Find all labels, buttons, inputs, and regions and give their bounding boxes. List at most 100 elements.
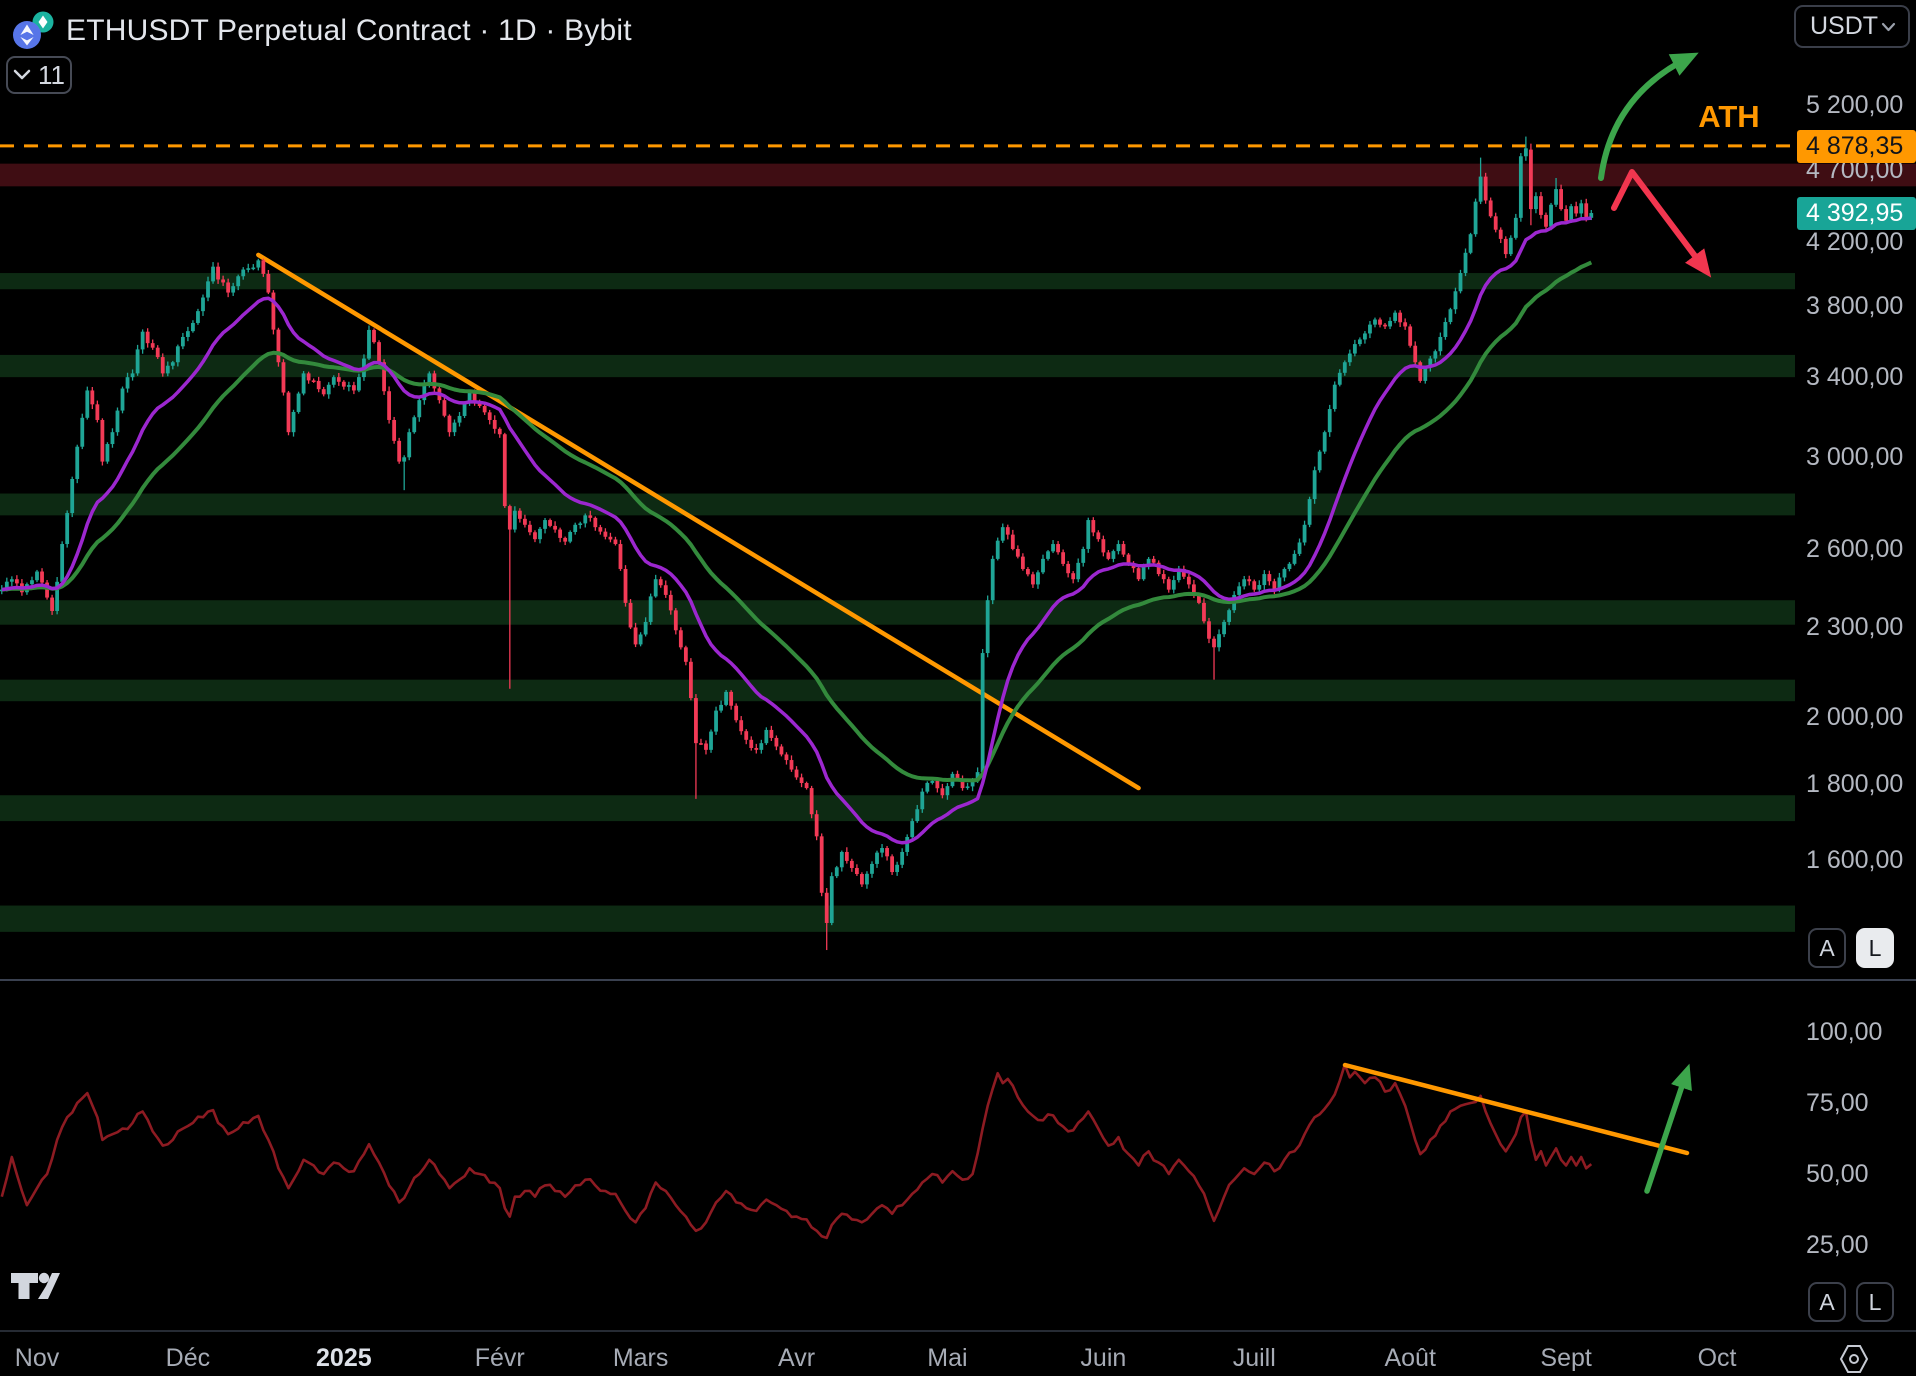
candle-body bbox=[1111, 551, 1116, 559]
candle-body bbox=[1192, 584, 1196, 596]
candle-body bbox=[145, 331, 150, 344]
supply-zone[interactable] bbox=[0, 163, 1916, 187]
candle-body bbox=[387, 391, 391, 420]
main-pane-auto-scale-button[interactable]: A bbox=[1808, 928, 1846, 968]
rsi-bullish-arrow-drawing[interactable] bbox=[1644, 1063, 1692, 1194]
candle-body bbox=[467, 392, 472, 404]
candle-body bbox=[754, 747, 759, 750]
indicator-legend-toggle[interactable]: 11 bbox=[6, 56, 72, 94]
candle-body bbox=[1393, 312, 1397, 321]
rsi-pane-log-scale-button[interactable]: L bbox=[1856, 1282, 1894, 1322]
candle-body bbox=[296, 393, 301, 412]
candle-body bbox=[824, 892, 829, 923]
candle-body bbox=[1000, 527, 1005, 541]
bullish-arrow-drawing[interactable] bbox=[1598, 52, 1699, 181]
candle-body bbox=[865, 873, 869, 885]
candle-body bbox=[206, 281, 210, 298]
candle-body bbox=[517, 510, 522, 519]
candle-body bbox=[890, 856, 894, 873]
candle-body bbox=[1463, 252, 1468, 274]
demand-zone-3900-4000[interactable] bbox=[0, 273, 1795, 290]
candle-body bbox=[1101, 539, 1106, 553]
candle-body bbox=[512, 510, 517, 530]
candle-body bbox=[422, 384, 427, 401]
candle-body bbox=[623, 568, 628, 603]
candle-body bbox=[714, 710, 718, 732]
candle-body bbox=[794, 769, 799, 778]
candle-body bbox=[970, 780, 975, 787]
candle-body bbox=[895, 864, 900, 873]
candle-body bbox=[704, 743, 708, 750]
candle-body bbox=[1292, 553, 1297, 564]
demand-zone-1430-1490[interactable] bbox=[0, 905, 1795, 932]
price-axis-label-5200: 5 200,00 bbox=[1806, 91, 1904, 119]
candle-body bbox=[150, 343, 155, 348]
candle-body bbox=[372, 329, 376, 343]
pane-divider[interactable] bbox=[0, 979, 1916, 981]
candle-body bbox=[1579, 203, 1584, 214]
candle-body bbox=[1357, 339, 1362, 345]
candle-body bbox=[462, 403, 467, 416]
price-axis-label-4200: 4 200,00 bbox=[1806, 227, 1904, 256]
time-axis-settings-gear-icon[interactable] bbox=[1836, 1342, 1872, 1376]
demand-zone-1700-1770[interactable] bbox=[0, 795, 1795, 822]
candle-body bbox=[1458, 273, 1463, 292]
symbol-title[interactable]: ETHUSDT Perpetual Contract · 1D · Bybit bbox=[66, 14, 632, 47]
candle-body bbox=[1559, 189, 1563, 210]
candle-body bbox=[130, 373, 135, 378]
candle-body bbox=[1468, 234, 1473, 253]
candle-body bbox=[432, 373, 437, 389]
candle-body bbox=[180, 336, 185, 347]
currency-dropdown[interactable]: USDT bbox=[1794, 5, 1910, 48]
candle-body bbox=[377, 342, 381, 363]
candle-body bbox=[1146, 558, 1151, 567]
candle-body bbox=[231, 286, 236, 293]
candle-body bbox=[216, 266, 220, 280]
candle-body bbox=[1428, 358, 1433, 368]
candle-body bbox=[397, 440, 402, 462]
candle-body bbox=[910, 821, 915, 837]
demand-zone-2740-2835[interactable] bbox=[0, 493, 1795, 516]
candle-body bbox=[140, 331, 145, 350]
candle-body bbox=[1005, 527, 1010, 535]
demand-zone-2050-2120[interactable] bbox=[0, 679, 1795, 702]
candle-body bbox=[115, 410, 120, 433]
tradingview-logo-icon[interactable] bbox=[8, 1264, 62, 1308]
time-axis-label-Mai: Mai bbox=[927, 1344, 968, 1372]
candle-body bbox=[1433, 351, 1438, 359]
candle-body bbox=[1242, 579, 1247, 587]
candle-body bbox=[382, 362, 386, 392]
candle-body bbox=[1227, 610, 1232, 622]
bearish-arrow-drawing[interactable] bbox=[1611, 169, 1712, 278]
candle-body bbox=[965, 786, 970, 789]
candle-body bbox=[276, 329, 281, 363]
ath-annotation-text[interactable]: ATH bbox=[1698, 99, 1760, 134]
candle-body bbox=[538, 528, 542, 540]
candle-body bbox=[1081, 548, 1086, 563]
candle-body bbox=[261, 260, 266, 274]
demand-zone-2310-2400[interactable] bbox=[0, 600, 1795, 625]
candle-body bbox=[1544, 214, 1548, 227]
candle-body bbox=[638, 634, 643, 645]
main-pane-log-scale-button[interactable]: L bbox=[1856, 928, 1894, 968]
candle-body bbox=[75, 446, 80, 479]
candle-body bbox=[497, 428, 502, 435]
candle-body bbox=[563, 537, 568, 542]
candle-body bbox=[70, 478, 75, 514]
candle-body bbox=[175, 346, 180, 363]
candle-body bbox=[442, 400, 447, 416]
candle-body bbox=[1186, 576, 1191, 585]
candle-body bbox=[55, 581, 60, 611]
descending-trendline[interactable] bbox=[256, 252, 1141, 791]
candle-body bbox=[1549, 204, 1553, 227]
rsi-pane-auto-scale-button[interactable]: A bbox=[1808, 1282, 1846, 1322]
candle-body bbox=[1317, 451, 1322, 471]
candle-body bbox=[417, 400, 422, 418]
candle-body bbox=[694, 698, 698, 744]
candle-body bbox=[241, 269, 246, 277]
demand-zone-3400-3520[interactable] bbox=[0, 354, 1795, 378]
chevron-down-icon bbox=[13, 69, 31, 80]
rsi-trendline-drawing[interactable] bbox=[1342, 1062, 1690, 1156]
